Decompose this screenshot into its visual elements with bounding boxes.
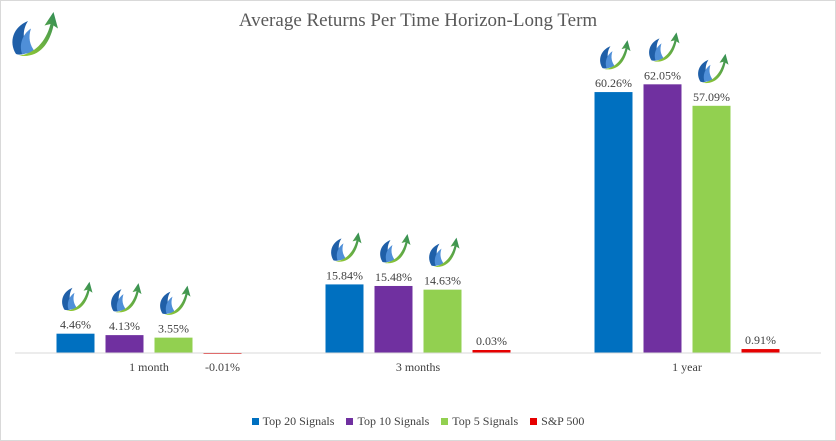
bar-top20-3-months	[325, 284, 364, 353]
trend-arrow-logo	[429, 237, 460, 267]
bar-top20-1-month	[56, 333, 95, 353]
data-label: 4.46%	[60, 318, 91, 332]
data-label: 14.63%	[424, 274, 461, 288]
legend-swatch	[530, 418, 538, 425]
legend-item-top10: Top 10 Signals	[346, 414, 429, 429]
trend-arrow-logo	[160, 285, 191, 315]
bar-top10-3-months	[374, 285, 413, 353]
legend-item-top5: Top 5 Signals	[441, 414, 518, 429]
x-tick-label: 3 months	[396, 360, 441, 374]
legend-label: Top 5 Signals	[452, 414, 519, 428]
data-label: 0.91%	[745, 333, 776, 347]
legend-label: Top 20 Signals	[262, 414, 335, 428]
data-label: 57.09%	[693, 90, 730, 104]
trend-arrow-logo	[331, 232, 362, 262]
data-label: 60.26%	[595, 76, 632, 90]
data-label: -0.01%	[205, 360, 240, 374]
data-label: 0.03%	[476, 334, 507, 348]
bar-top5-1-year	[692, 105, 731, 354]
data-label: 15.48%	[375, 270, 412, 284]
trend-arrow-logo	[649, 32, 680, 62]
legend-label: S&P 500	[541, 414, 585, 428]
x-tick-label: 1 month	[129, 360, 169, 374]
data-label: 15.84%	[326, 268, 363, 282]
bar-sp500-3-months	[472, 350, 511, 353]
data-label: 62.05%	[644, 68, 681, 82]
legend-item-top20: Top 20 Signals	[251, 414, 335, 429]
legend-swatch	[251, 418, 259, 425]
trend-arrow-logo	[62, 281, 93, 311]
chart-legend: Top 20 Signals Top 10 Signals Top 5 Signal…	[1, 414, 835, 429]
x-tick-label: 1 year	[672, 360, 702, 374]
legend-label: Top 10 Signals	[357, 414, 430, 428]
bar-top20-1-year	[594, 92, 633, 353]
bar-top10-1-year	[643, 84, 682, 354]
bar-top5-3-months	[423, 289, 462, 353]
bar-top5-1-month	[154, 337, 193, 353]
trend-arrow-logo	[111, 283, 142, 313]
chart-title: Average Returns Per Time Horizon-Long Te…	[238, 10, 598, 31]
legend-swatch	[441, 418, 449, 425]
trend-arrow-logo	[600, 40, 631, 70]
corner-logo-icon	[12, 12, 58, 56]
trend-arrow-logo	[698, 53, 729, 84]
data-label: 4.13%	[109, 319, 140, 333]
bar-sp500-1-year	[741, 349, 780, 353]
legend-item-sp500: S&P 500	[530, 414, 584, 429]
bar-chart: 4.46% 15.84% 60.26% 4.13% 15.48% 62.05% 3.55% 1…	[12, 12, 821, 374]
legend-swatch	[346, 418, 354, 425]
trend-arrow-logo	[380, 233, 411, 264]
data-label: 3.55%	[158, 322, 189, 336]
bar-top10-1-month	[105, 335, 144, 353]
